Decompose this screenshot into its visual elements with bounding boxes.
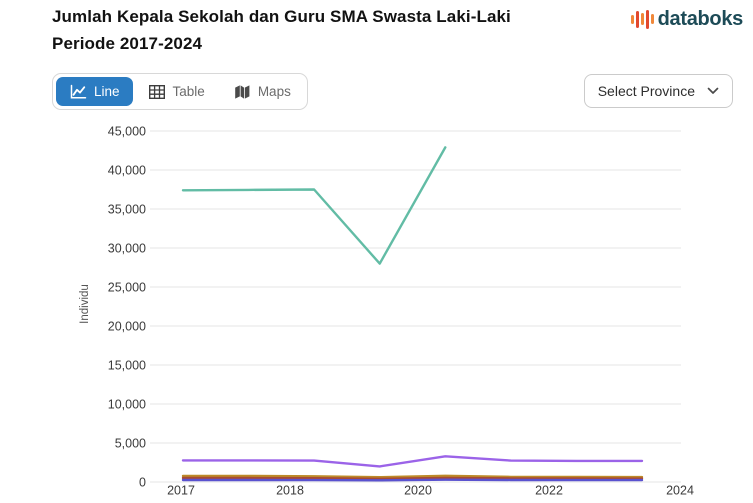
line-chart: 0 5,000 10,000 15,000 20,000 25,000 30,000 35,0… [0,108,753,498]
tab-table-label: Table [172,84,205,99]
chevron-down-icon [707,87,719,94]
databoks-logo[interactable]: databoks [630,7,744,31]
databoks-wordmark: databoks [657,7,744,30]
page-title-line2: Periode 2017-2024 [52,33,203,53]
y-tick-label: 45,000 [108,125,146,139]
x-tick-label: 2022 [535,484,563,498]
line-chart-icon [69,84,87,100]
y-axis-title: Individu [79,284,91,324]
chart-svg: 0 5,000 10,000 15,000 20,000 25,000 30,000 35,0… [79,125,694,498]
tab-maps-label: Maps [257,84,291,99]
y-tick-label: 10,000 [108,398,146,412]
y-tick-label: 30,000 [108,242,146,256]
tab-table[interactable]: Table [135,77,218,106]
databoks-bars-icon [630,7,654,31]
x-tick-label: 2024 [666,484,694,498]
y-tick-label: 40,000 [108,164,146,178]
y-tick-label: 15,000 [108,359,146,373]
header: Jumlah Kepala Sekolah dan Guru SMA Swast… [52,4,511,57]
province-select[interactable]: Select Province [583,74,733,108]
y-tick-label: 35,000 [108,203,146,217]
tab-maps[interactable]: Maps [220,77,304,106]
maps-icon [233,84,251,100]
series-line-red[interactable] [181,476,644,480]
series-line-teal[interactable] [181,146,447,265]
x-tick-label: 2018 [276,484,304,498]
series-line-gold[interactable] [181,474,644,479]
x-tick-label: 2017 [167,484,195,498]
tab-line[interactable]: Line [56,77,133,106]
y-tick-label: 5,000 [115,437,146,451]
province-select-label: Select Province [597,83,695,99]
page-title-line1: Jumlah Kepala Sekolah dan Guru SMA Swast… [52,7,511,26]
chart-type-tabs: Line Table Maps [52,73,308,110]
table-icon [148,84,166,100]
y-tick-label: 20,000 [108,320,146,334]
y-tick-label: 0 [139,476,146,490]
series-line-purple[interactable] [181,455,644,468]
tab-line-label: Line [94,84,120,99]
x-tick-label: 2020 [404,484,432,498]
y-tick-label: 25,000 [108,281,146,295]
series-line-blue[interactable] [181,478,644,482]
